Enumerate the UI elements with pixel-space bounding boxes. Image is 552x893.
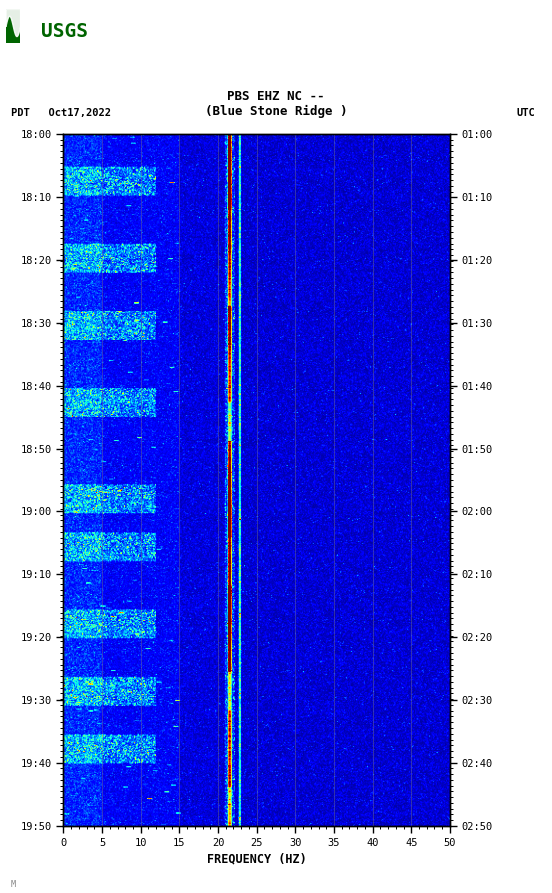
Text: M: M [11, 880, 16, 889]
Text: USGS: USGS [41, 21, 88, 41]
X-axis label: FREQUENCY (HZ): FREQUENCY (HZ) [207, 852, 306, 865]
Text: UTC: UTC [517, 108, 535, 118]
FancyBboxPatch shape [6, 9, 20, 43]
Text: PBS EHZ NC --: PBS EHZ NC -- [227, 89, 325, 103]
Text: PDT   Oct17,2022: PDT Oct17,2022 [11, 108, 111, 118]
Text: (Blue Stone Ridge ): (Blue Stone Ridge ) [205, 104, 347, 118]
